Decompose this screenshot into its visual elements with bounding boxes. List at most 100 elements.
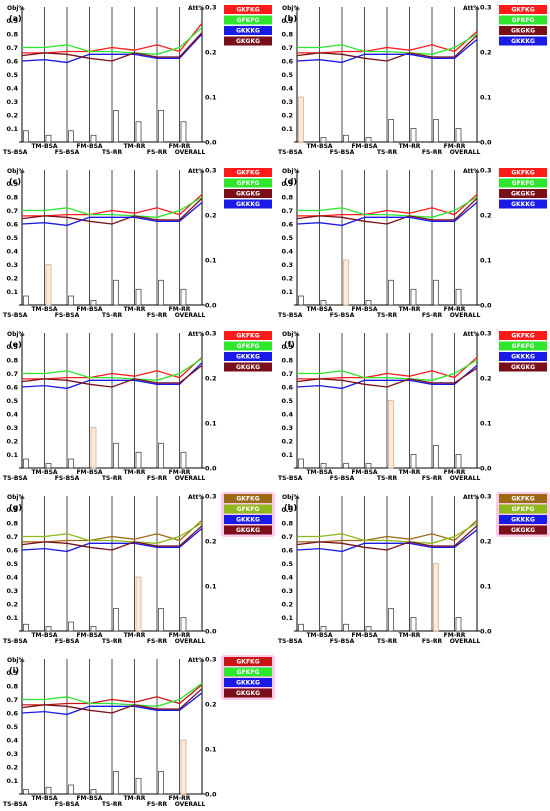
category-label: FM-BSA: [76, 306, 102, 313]
series-line-gkkkg: [21, 201, 203, 227]
left-tick-label: 0.3: [6, 98, 18, 106]
category-label: TM-BSA: [31, 632, 57, 639]
left-tick-label: 0.8: [6, 31, 18, 39]
category-label: FM-BSA: [351, 306, 377, 313]
category-label: OVERALL: [450, 475, 481, 482]
left-tick-label: 0.9: [6, 669, 18, 677]
attention-bar: [135, 777, 142, 795]
attention-bar: [68, 295, 74, 306]
series-line-gkgkg: [21, 525, 203, 551]
legend-entry: GKGKG: [236, 527, 260, 534]
right-tick-label: 0.1: [205, 257, 217, 265]
left-tick-label: 0.8: [6, 683, 18, 691]
attention-bar: [180, 617, 187, 632]
left-tick-label: 0.9: [281, 17, 293, 25]
left-axis-title: Obj%: [282, 494, 299, 501]
category-label: OVERALL: [450, 149, 481, 156]
attention-bar: [320, 137, 327, 143]
legend-swatch: [499, 36, 547, 46]
series-line-gkgkg: [21, 197, 203, 225]
legend-swatch: [224, 26, 272, 35]
category-label: OVERALL: [450, 312, 481, 319]
category-label: FS-BSA: [55, 638, 80, 645]
attention-bar: [298, 623, 304, 632]
legend-swatch: [224, 362, 272, 372]
legend-swatch: [499, 515, 547, 524]
chart-panel-9: 0.9 0.8 0.7 0.6 0.5 0.4 0.3 0.2 0.1 0.3 0.2 0.1 0.0 O…: [3, 655, 275, 808]
legend-entry: GKFKG: [511, 333, 534, 340]
series-line-gfkfg: [22, 26, 203, 55]
attention-bar: [365, 626, 372, 632]
attention-bar: [433, 119, 439, 143]
legend-entry: GKKKG: [511, 354, 535, 361]
category-label: FM-RR: [169, 469, 191, 476]
legend-entry: GKGKG: [511, 28, 535, 35]
legend-entry: GKFKG: [511, 7, 534, 14]
chart-panel-6: 0.9 0.8 0.7 0.6 0.5 0.4 0.3 0.2 0.1 0.3 0.2 0.1 0.0 O…: [278, 330, 547, 482]
panel-label: (d): [284, 177, 297, 186]
category-label: FS-RR: [147, 312, 168, 319]
panel-label: (e): [9, 340, 22, 349]
left-tick-label: 0.3: [6, 750, 18, 758]
attention-bar: [158, 110, 164, 143]
category-label: FS-BSA: [55, 149, 80, 156]
category-label: FM-RR: [444, 632, 466, 639]
legend-swatch: [499, 504, 547, 514]
left-tick-label: 0.4: [281, 85, 293, 93]
left-tick-label: 0.7: [6, 696, 18, 704]
attention-bar: [410, 128, 417, 143]
category-label: OVERALL: [450, 638, 481, 645]
left-tick-label: 0.8: [6, 520, 18, 528]
category-label: TS-RR: [102, 638, 123, 645]
legend-swatch: [224, 525, 272, 535]
legend-swatch: [224, 178, 272, 188]
series-line-gkkkg: [21, 33, 203, 64]
attention-bar: [343, 623, 349, 632]
attention-bar: [320, 463, 327, 469]
right-axis-title: Att%: [463, 494, 479, 501]
category-label: TM-RR: [124, 469, 146, 476]
attention-bar: [23, 130, 29, 143]
legend-swatch: [224, 667, 272, 677]
left-tick-label: 0.3: [281, 424, 293, 432]
attention-bar: [410, 288, 417, 306]
left-tick-label: 0.6: [6, 710, 18, 718]
left-tick-label: 0.4: [6, 248, 18, 256]
right-tick-label: 0.3: [480, 167, 492, 175]
legend-swatch: [499, 341, 547, 351]
left-tick-label: 0.7: [281, 44, 293, 52]
left-tick-label: 0.4: [281, 248, 293, 256]
legend-entry: GFKFG: [512, 180, 535, 187]
legend-entry: GKKKG: [236, 517, 260, 524]
right-tick-label: 0.2: [205, 701, 217, 709]
category-label: TS-RR: [102, 475, 123, 482]
left-tick-label: 0.4: [6, 574, 18, 582]
left-tick-label: 0.9: [6, 343, 18, 351]
legend-swatch: [499, 199, 547, 209]
chart-panel-3: 0.9 0.8 0.7 0.6 0.5 0.4 0.3 0.2 0.1 0.3 0.2 0.1 0.0 O…: [3, 167, 272, 319]
right-axis-title: Att%: [188, 494, 204, 501]
legend-entry: GFKFG: [237, 669, 260, 676]
category-label: TS-BSA: [3, 801, 28, 808]
series-line-gkkkg: [21, 362, 203, 390]
attention-bar: [433, 563, 439, 632]
legend-swatch: [499, 352, 547, 361]
attention-bar: [365, 300, 372, 306]
category-label: FM-BSA: [351, 632, 377, 639]
legend-entry: GFKFG: [512, 17, 535, 24]
right-tick-label: 0.3: [205, 656, 217, 664]
left-tick-label: 0.9: [6, 506, 18, 514]
category-label: TS-RR: [377, 475, 398, 482]
legend-entry: GKGKG: [511, 191, 535, 198]
right-tick-label: 0.1: [205, 583, 217, 591]
legend-swatch: [499, 362, 547, 372]
left-tick-label: 0.5: [281, 71, 293, 79]
series-line-gfkfg: [22, 196, 203, 218]
attention-bar: [135, 121, 142, 143]
right-axis-title: Att%: [188, 5, 204, 12]
left-tick-label: 0.1: [281, 451, 293, 459]
category-label: FS-BSA: [330, 638, 355, 645]
right-tick-label: 0.1: [480, 420, 492, 428]
legend-entry: GKFKG: [511, 496, 534, 503]
